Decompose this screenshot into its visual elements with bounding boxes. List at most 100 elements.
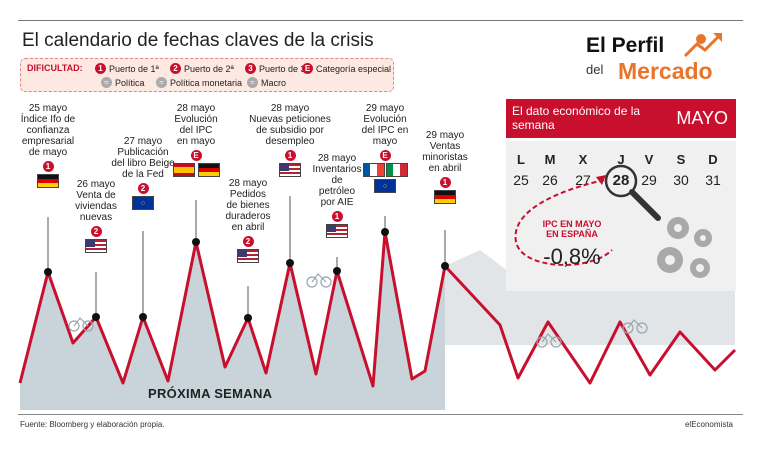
- top-rule: [18, 20, 743, 21]
- logo-line2: del: [586, 62, 604, 77]
- monetary-policy-icon: ≈: [156, 77, 167, 88]
- difficulty-badge: E: [190, 150, 202, 161]
- france-flag-icon: [362, 163, 385, 177]
- macro-icon: ≈: [247, 77, 258, 88]
- legend-item-puerto-3: 3 Puerto de 3ª: [245, 63, 309, 74]
- panel-graphics: [514, 164, 712, 278]
- usa-flag-icon: [326, 224, 348, 238]
- chart-label: PRÓXIMA SEMANA: [148, 386, 273, 401]
- gears-icon: [657, 217, 712, 278]
- weekday-j: J: [617, 152, 625, 167]
- legend-item-puerto-2: 2 Puerto de 2ª: [170, 63, 234, 74]
- cyclist-icon: [68, 317, 94, 332]
- event-point: [441, 262, 449, 270]
- calendar-day: 30: [673, 172, 689, 188]
- event-label: 27 mayo Publicación del libro Beige de l…: [111, 136, 175, 180]
- event-label: 28 mayo Evolución del IPC en mayo: [174, 103, 218, 147]
- cyclist-icon: [536, 333, 562, 348]
- calendar-day: 31: [705, 172, 721, 188]
- badge-1-icon: 1: [95, 63, 106, 74]
- event-label: 28 mayo Inventarios de petróleo por AIE: [312, 153, 362, 208]
- difficulty-badge: 1: [331, 211, 343, 222]
- legend-label: Política monetaria: [170, 77, 243, 88]
- legend-label: Puerto de 2ª: [184, 63, 234, 74]
- source-note: Fuente: Bloomberg y elaboración propia.: [20, 420, 165, 429]
- ipc-value: -0,8%: [543, 244, 601, 269]
- event-ventas-minoristas: 29 mayo Ventas minoristas en abril 1: [395, 130, 495, 204]
- ipc-label: IPC EN MAYO EN ESPAÑA: [532, 219, 612, 239]
- event-libro-beige: 27 mayo Publicación del libro Beige de l…: [93, 136, 193, 210]
- logo-line1: El Perfil: [586, 34, 665, 57]
- legend-label: Puerto de 1ª: [109, 63, 159, 74]
- legend-item-politica-monetaria: ≈ Política monetaria: [156, 77, 242, 88]
- event-point: [92, 313, 100, 321]
- legend-item-puerto-1: 1 Puerto de 1ª: [95, 63, 159, 74]
- event-point: [333, 267, 341, 275]
- weekday-s: S: [676, 152, 686, 167]
- rising-arrow-icon: [683, 33, 722, 58]
- legend-item-politica: ≈ Política: [101, 77, 145, 88]
- germany-flag-icon: [197, 163, 220, 177]
- event-subsidio: 28 mayo Nuevas peticiones de subsidio po…: [240, 103, 340, 177]
- politics-icon: ≈: [101, 77, 112, 88]
- panel-title: El dato económico de la semana: [512, 104, 641, 132]
- difficulty-badge: 1: [284, 150, 296, 161]
- event-label: 25 mayo Índice Ifo de confianza empresar…: [20, 103, 76, 158]
- italy-flag-icon: [385, 163, 408, 177]
- eu-flag-icon: ○: [374, 179, 396, 193]
- difficulty-badge: 2: [137, 183, 149, 194]
- bottom-rule: [18, 414, 743, 415]
- cyclist-icon: [306, 273, 332, 288]
- event-ipc-eurozona: 29 mayo Evolución del IPC en mayo E ○: [335, 103, 435, 193]
- legend-label: Categoría especial: [316, 63, 392, 74]
- magnifier-handle-icon: [629, 189, 661, 221]
- usa-flag-icon: [279, 163, 301, 177]
- calendar-day-highlight: 28: [612, 172, 630, 189]
- event-point: [139, 313, 147, 321]
- event-ipc-espana: 28 mayo Evolución del IPC en mayo E: [146, 103, 246, 177]
- germany-flag-icon: [37, 174, 59, 188]
- event-point: [381, 228, 389, 236]
- weekday-l: L: [517, 152, 525, 167]
- weekday-x: X: [578, 152, 588, 167]
- event-point: [286, 259, 294, 267]
- difficulty-badge: 1: [42, 161, 54, 172]
- badge-e-icon: E: [302, 63, 313, 74]
- event-label: 29 mayo Evolución del IPC en mayo: [361, 103, 409, 147]
- calendar-day: 25: [513, 172, 529, 188]
- panel-header: El dato económico de la semana MAYO: [506, 99, 736, 138]
- usa-flag-icon: [237, 249, 259, 263]
- weekday-v: V: [644, 152, 654, 167]
- calendar-day: 29: [641, 172, 657, 188]
- event-point: [244, 314, 252, 322]
- calendar-day: 26: [542, 172, 558, 188]
- legend-label: Puerto de 3ª: [259, 63, 309, 74]
- legend-item-macro: ≈ Macro: [247, 77, 286, 88]
- legend-label: Macro: [261, 77, 287, 88]
- page-title: El calendario de fechas claves de la cri…: [22, 30, 374, 51]
- spain-flag-icon: [172, 163, 195, 177]
- event-label: 26 mayo Venta de viviendas nuevas: [75, 179, 117, 223]
- event-label: 28 mayo Nuevas peticiones de subsidio po…: [249, 103, 331, 147]
- germany-flag-icon: [434, 190, 456, 204]
- event-bienes-duraderos: 28 mayo Pedidos de bienes duraderos en a…: [198, 178, 298, 263]
- difficulty-badge: 1: [439, 177, 451, 188]
- event-ifo: 25 mayo Índice Ifo de confianza empresar…: [0, 103, 98, 188]
- difficulty-badge: E: [379, 150, 391, 161]
- background-mountains: [445, 250, 735, 345]
- event-label: 28 mayo Pedidos de bienes duraderos en a…: [225, 178, 271, 233]
- profile-line: [18, 230, 737, 388]
- eu-flag-icon: ○: [132, 196, 154, 210]
- legend-item-categoria-especial: E Categoría especial: [302, 63, 391, 74]
- logo-line3: Mercado: [618, 58, 713, 84]
- weekday-d: D: [708, 152, 718, 167]
- profile-area: [20, 232, 445, 410]
- brand-credit: elEconomista: [684, 420, 733, 429]
- cyclist-icon: [622, 319, 648, 334]
- panel-month: MAYO: [676, 108, 728, 128]
- legend-heading: DIFICULTAD:: [27, 63, 83, 73]
- event-point: [44, 268, 52, 276]
- usa-flag-icon: [85, 239, 107, 253]
- ipc-label-text: IPC EN MAYO EN ESPAÑA: [542, 219, 602, 239]
- event-point: [192, 238, 200, 246]
